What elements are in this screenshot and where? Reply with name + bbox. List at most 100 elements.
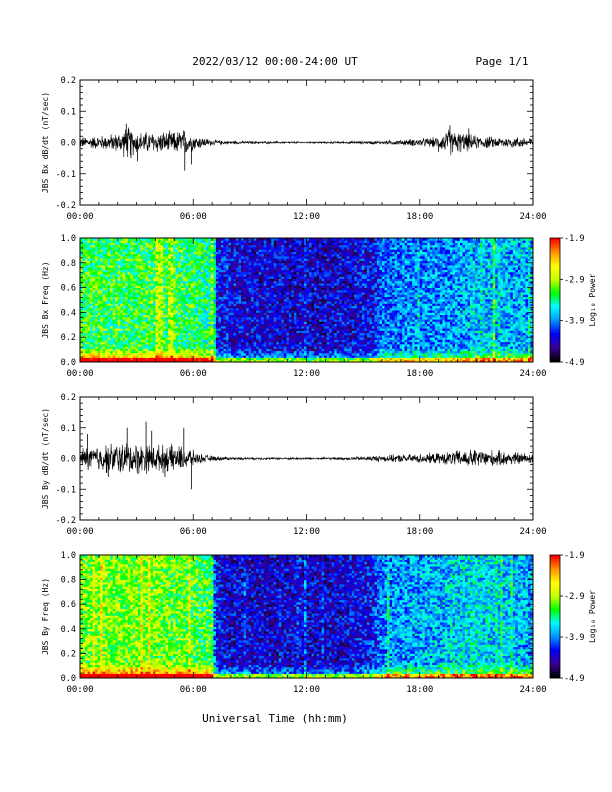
spectrogram-cell (100, 289, 104, 293)
spectrogram-cell (266, 321, 270, 325)
spectrogram-cell (205, 305, 209, 309)
spectrogram-cell (238, 267, 242, 270)
spectrogram-cell (200, 256, 204, 259)
spectrogram-cell (223, 262, 227, 266)
spectrogram-cell (251, 310, 255, 313)
spectrogram-cell (95, 283, 99, 286)
spectrogram-cell (253, 343, 257, 347)
spectrogram-cell (271, 287, 275, 291)
spectrogram-cell (185, 310, 189, 313)
spectrogram-cell (205, 253, 209, 257)
spectrogram-cell (178, 294, 182, 298)
spectrogram-cell (251, 267, 255, 270)
spectrogram-cell (263, 330, 267, 334)
spectrogram-cell (193, 258, 197, 261)
spectrogram-cell (125, 265, 129, 268)
spectrogram-cell (142, 265, 146, 268)
spectrogram-cell (203, 359, 207, 363)
spectrogram-cell (256, 310, 260, 313)
spectrogram-cell (266, 271, 270, 275)
spectrogram-cell (112, 269, 116, 273)
spectrogram-cell (183, 334, 187, 338)
spectrogram-cell (168, 346, 171, 349)
spectrogram-cell (127, 258, 131, 261)
spectrogram-cell (210, 271, 214, 275)
spectrogram-cell (152, 285, 156, 288)
spectrogram-cell (122, 256, 126, 259)
spectrogram-cell (200, 339, 204, 343)
spectrogram-cell (117, 314, 121, 318)
spectrogram-cell (85, 355, 88, 358)
spectrogram-cell (236, 280, 239, 284)
spectrogram-cell (112, 341, 116, 345)
spectrogram-cell (213, 294, 217, 298)
spectrogram-cell (137, 249, 141, 252)
spectrogram-cell (97, 334, 101, 338)
spectrogram-cell (213, 242, 217, 246)
spectrogram-cell (87, 319, 91, 322)
spectrogram-cell (105, 251, 109, 255)
spectrogram-cell (147, 355, 151, 358)
spectrogram-cell (210, 328, 214, 331)
spectrogram-cell (80, 267, 83, 270)
spectrogram-cell (125, 253, 129, 257)
spectrogram-cell (125, 276, 129, 279)
spectrogram-cell (137, 352, 141, 356)
spectrogram-cell (82, 267, 86, 270)
spectrogram-cell (80, 314, 83, 318)
spectrogram-cell (253, 337, 257, 340)
spectrogram-cell (152, 357, 156, 361)
spectrogram-cell (238, 256, 242, 259)
spectrogram-cell (220, 289, 224, 293)
spectrogram-cell (173, 305, 177, 309)
spectrogram-cell (122, 247, 126, 250)
spectrogram-cell (92, 289, 96, 293)
spectrogram-cell (238, 265, 242, 268)
spectrogram-cell (190, 323, 194, 327)
spectrogram-cell (276, 359, 280, 363)
spectrogram-cell (261, 247, 265, 250)
spectrogram-cell (173, 343, 177, 347)
spectrogram-cell (100, 287, 104, 291)
spectrogram-cell (200, 301, 204, 304)
spectrogram-cell (233, 253, 237, 257)
spectrogram-cell (127, 265, 131, 268)
spectrogram-cell (168, 337, 171, 340)
spectrogram-cell (200, 314, 204, 318)
spectrogram-cell (241, 242, 244, 246)
spectrogram-cell (213, 330, 217, 334)
spectrogram-cell (185, 294, 189, 298)
spectrogram-cell (296, 249, 300, 252)
spectrogram-cell (97, 357, 101, 361)
spectrogram-cell (210, 260, 214, 264)
spectrogram-cell (276, 249, 280, 252)
spectrogram-cell (158, 321, 161, 325)
spectrogram-cell (178, 339, 182, 343)
spectrogram-cell (233, 325, 237, 329)
spectrogram-cell (190, 328, 194, 331)
spectrogram-cell (115, 334, 119, 338)
spectrogram-cell (276, 305, 280, 309)
spectrogram-cell (168, 240, 171, 243)
spectrogram-cell (281, 301, 285, 304)
spectrogram-cell (253, 238, 257, 241)
spectrogram-cell (90, 307, 93, 311)
spectrogram-cell (278, 267, 282, 270)
spectrogram-cell (140, 247, 144, 250)
spectrogram-cell (238, 276, 242, 279)
spectrogram-cell (223, 339, 227, 343)
spectrogram-cell (220, 296, 224, 300)
spectrogram-cell (231, 312, 234, 316)
spectrogram-cell (266, 301, 270, 304)
spectrogram-cell (102, 321, 106, 325)
spectrogram-cell (188, 312, 192, 316)
spectrogram-cell (246, 343, 250, 347)
spectrogram-cell (208, 316, 212, 320)
spectrogram-cell (122, 296, 126, 300)
spectrogram-cell (225, 323, 229, 327)
spectrogram-cell (170, 267, 174, 270)
spectrogram-cell (120, 339, 124, 343)
spectrogram-cell (271, 307, 275, 311)
spectrogram-cell (92, 301, 96, 304)
spectrogram-cell (178, 334, 182, 338)
